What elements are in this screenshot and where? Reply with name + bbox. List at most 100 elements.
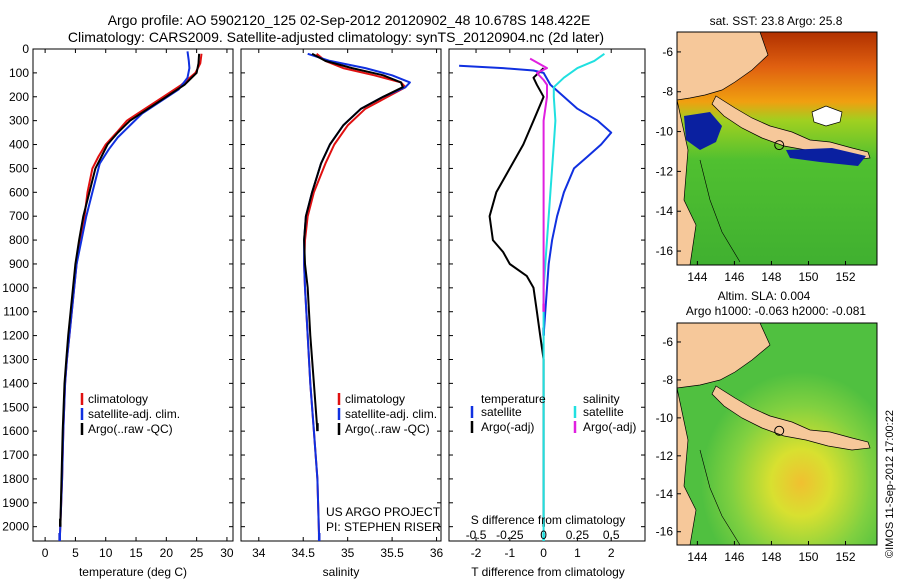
map-x-tick-label: 150 (798, 270, 818, 284)
difference-x-ticks: -2 -1 0 1 2 (471, 49, 615, 560)
s-tick-label: -0.25 (496, 528, 524, 542)
temperature-series (58, 51, 203, 541)
depth-tick-label: 1200 (2, 329, 29, 343)
sst-cape-york-land (677, 99, 697, 265)
sst-map-ticks: 144 146 148 150 152 -6 -8 -10 -12 -14 -16 (656, 45, 856, 284)
depth-tick-label: 1100 (3, 305, 29, 319)
depth-tick-label: 1700 (2, 448, 29, 462)
depth-tick-label: 1300 (2, 352, 29, 366)
series-line-climatology (303, 53, 407, 541)
sst-peninsula-land (711, 95, 871, 161)
sla-argo-marker (774, 425, 785, 436)
salinity-legend: climatology satellite-adj. clim. Argo(..… (337, 392, 437, 436)
series-line-argo (59, 53, 201, 527)
legend-label-s-argo: Argo(-adj) (583, 420, 636, 434)
legend-label-s-satellite: satellite (583, 405, 624, 419)
map-x-tick-label: 146 (724, 270, 744, 284)
sst-cloud-gap (811, 105, 843, 127)
map-y-tick-label: -12 (656, 449, 674, 463)
sla-new-guinea-land (677, 323, 771, 389)
temperature-panel: 0100200300400500600700800900100011001200… (2, 42, 234, 579)
s-tick-label: 0.5 (603, 528, 620, 542)
sla-map-frame (676, 322, 878, 546)
map-y-tick-label: -10 (656, 125, 674, 139)
depth-tick-label: 1800 (2, 472, 29, 486)
sst-cold-patch-west (684, 112, 722, 150)
salinity-depth-ticks (241, 48, 441, 528)
t-difference-xlabel: T difference from climatology (471, 565, 625, 579)
legend-label-t-argo: Argo(-adj) (481, 420, 534, 434)
depth-tick-label: 200 (9, 90, 29, 104)
map-y-tick-label: -8 (662, 373, 673, 387)
depth-tick-label: 700 (9, 209, 29, 223)
salinity-x-ticks: 34 34.5 35 35.5 36 (252, 49, 444, 560)
temperature-legend: climatology satellite-adj. clim. Argo(..… (80, 392, 180, 436)
salinity-series (303, 52, 411, 541)
sla-map-ticks: 144 146 148 150 152 -6 -8 -10 -12 -14 -16 (656, 335, 856, 564)
map-y-tick-label: -16 (656, 244, 674, 258)
map-x-tick-label: 144 (687, 270, 707, 284)
legend-label-satellite: satellite-adj. clim. (88, 407, 180, 421)
map-y-tick-label: -14 (656, 204, 674, 218)
legend-label-argo: Argo(..raw -QC) (345, 422, 430, 436)
series-line-t-satellite (459, 64, 613, 336)
project-annotation: US ARGO PROJECT (326, 505, 441, 519)
temperature-x-ticks: 0 5 10 15 20 25 30 (42, 49, 234, 560)
series-line-argo (303, 52, 404, 432)
legend-label-climatology: climatology (88, 392, 148, 406)
series-line-satellite (303, 52, 411, 541)
depth-tick-label: 500 (9, 161, 29, 175)
sla-reef-line (699, 449, 741, 545)
x-tick-label: -2 (471, 546, 482, 560)
depth-tick-label: 1500 (2, 400, 29, 414)
series-line-s-argo (529, 57, 548, 312)
legend-title-temperature: temperature (481, 392, 546, 406)
sst-argo-marker (774, 140, 785, 151)
x-tick-label: 0 (42, 546, 49, 560)
x-tick-label: 34 (252, 546, 266, 560)
sst-new-guinea-land (677, 32, 769, 101)
depth-tick-label: 300 (9, 114, 29, 128)
difference-axes-frame (448, 48, 646, 542)
depth-tick-label: 1400 (2, 376, 29, 390)
map-y-tick-label: -6 (662, 45, 673, 59)
x-tick-label: 36 (430, 546, 444, 560)
sla-map-title-2: Argo h1000: -0.063 h2000: -0.081 (686, 304, 866, 318)
depth-tick-label: 800 (9, 233, 29, 247)
s-difference-xlabel: S difference from climatology (471, 513, 626, 527)
map-y-tick-label: -12 (656, 164, 674, 178)
legend-title-salinity: salinity (583, 392, 620, 406)
title-line-2: Climatology: CARS2009. Satellite-adjuste… (68, 29, 604, 45)
sst-map-title: sat. SST: 23.8 Argo: 25.8 (710, 14, 843, 28)
temperature-axes-frame (32, 48, 234, 542)
salinity-xlabel: salinity (323, 565, 360, 579)
s-tick-label: -0.5 (466, 528, 487, 542)
difference-legend: temperature salinity satellite Argo(-adj… (470, 392, 636, 434)
depth-tick-label: 600 (9, 185, 29, 199)
imos-timestamp: ©IMOS 11-Sep-2012 17:00:22 (884, 410, 896, 558)
x-tick-label: 25 (190, 546, 204, 560)
x-tick-label: -1 (504, 546, 515, 560)
depth-tick-label: 0 (22, 42, 29, 56)
map-x-tick-label: 148 (761, 550, 781, 564)
pi-annotation: PI: STEPHEN RISER (326, 520, 441, 534)
x-tick-label: 5 (72, 546, 79, 560)
x-tick-label: 35 (341, 546, 355, 560)
difference-series (459, 52, 613, 541)
sla-map-panel: Altim. SLA: 0.004 Argo h1000: -0.063 h20… (656, 289, 878, 564)
depth-tick-label: 400 (9, 138, 29, 152)
sst-map-frame (676, 31, 878, 266)
x-tick-label: 10 (99, 546, 113, 560)
difference-panel: -2 -1 0 1 2 -0.5 -0.25 0 0.25 0.5 S difference f… (448, 48, 646, 579)
x-tick-label: 35.5 (380, 546, 404, 560)
map-y-tick-label: -14 (656, 487, 674, 501)
x-tick-label: 15 (129, 546, 143, 560)
series-line-t-argo (488, 67, 545, 527)
sst-reef-line (699, 159, 741, 263)
temperature-xlabel: temperature (deg C) (79, 565, 187, 579)
depth-tick-label: 900 (9, 257, 29, 271)
s-tick-label: 0.25 (566, 528, 590, 542)
legend-label-climatology: climatology (345, 392, 405, 406)
title-line-1: Argo profile: AO 5902120_125 02-Sep-2012… (108, 12, 591, 28)
sla-map-title-1: Altim. SLA: 0.004 (718, 289, 811, 303)
